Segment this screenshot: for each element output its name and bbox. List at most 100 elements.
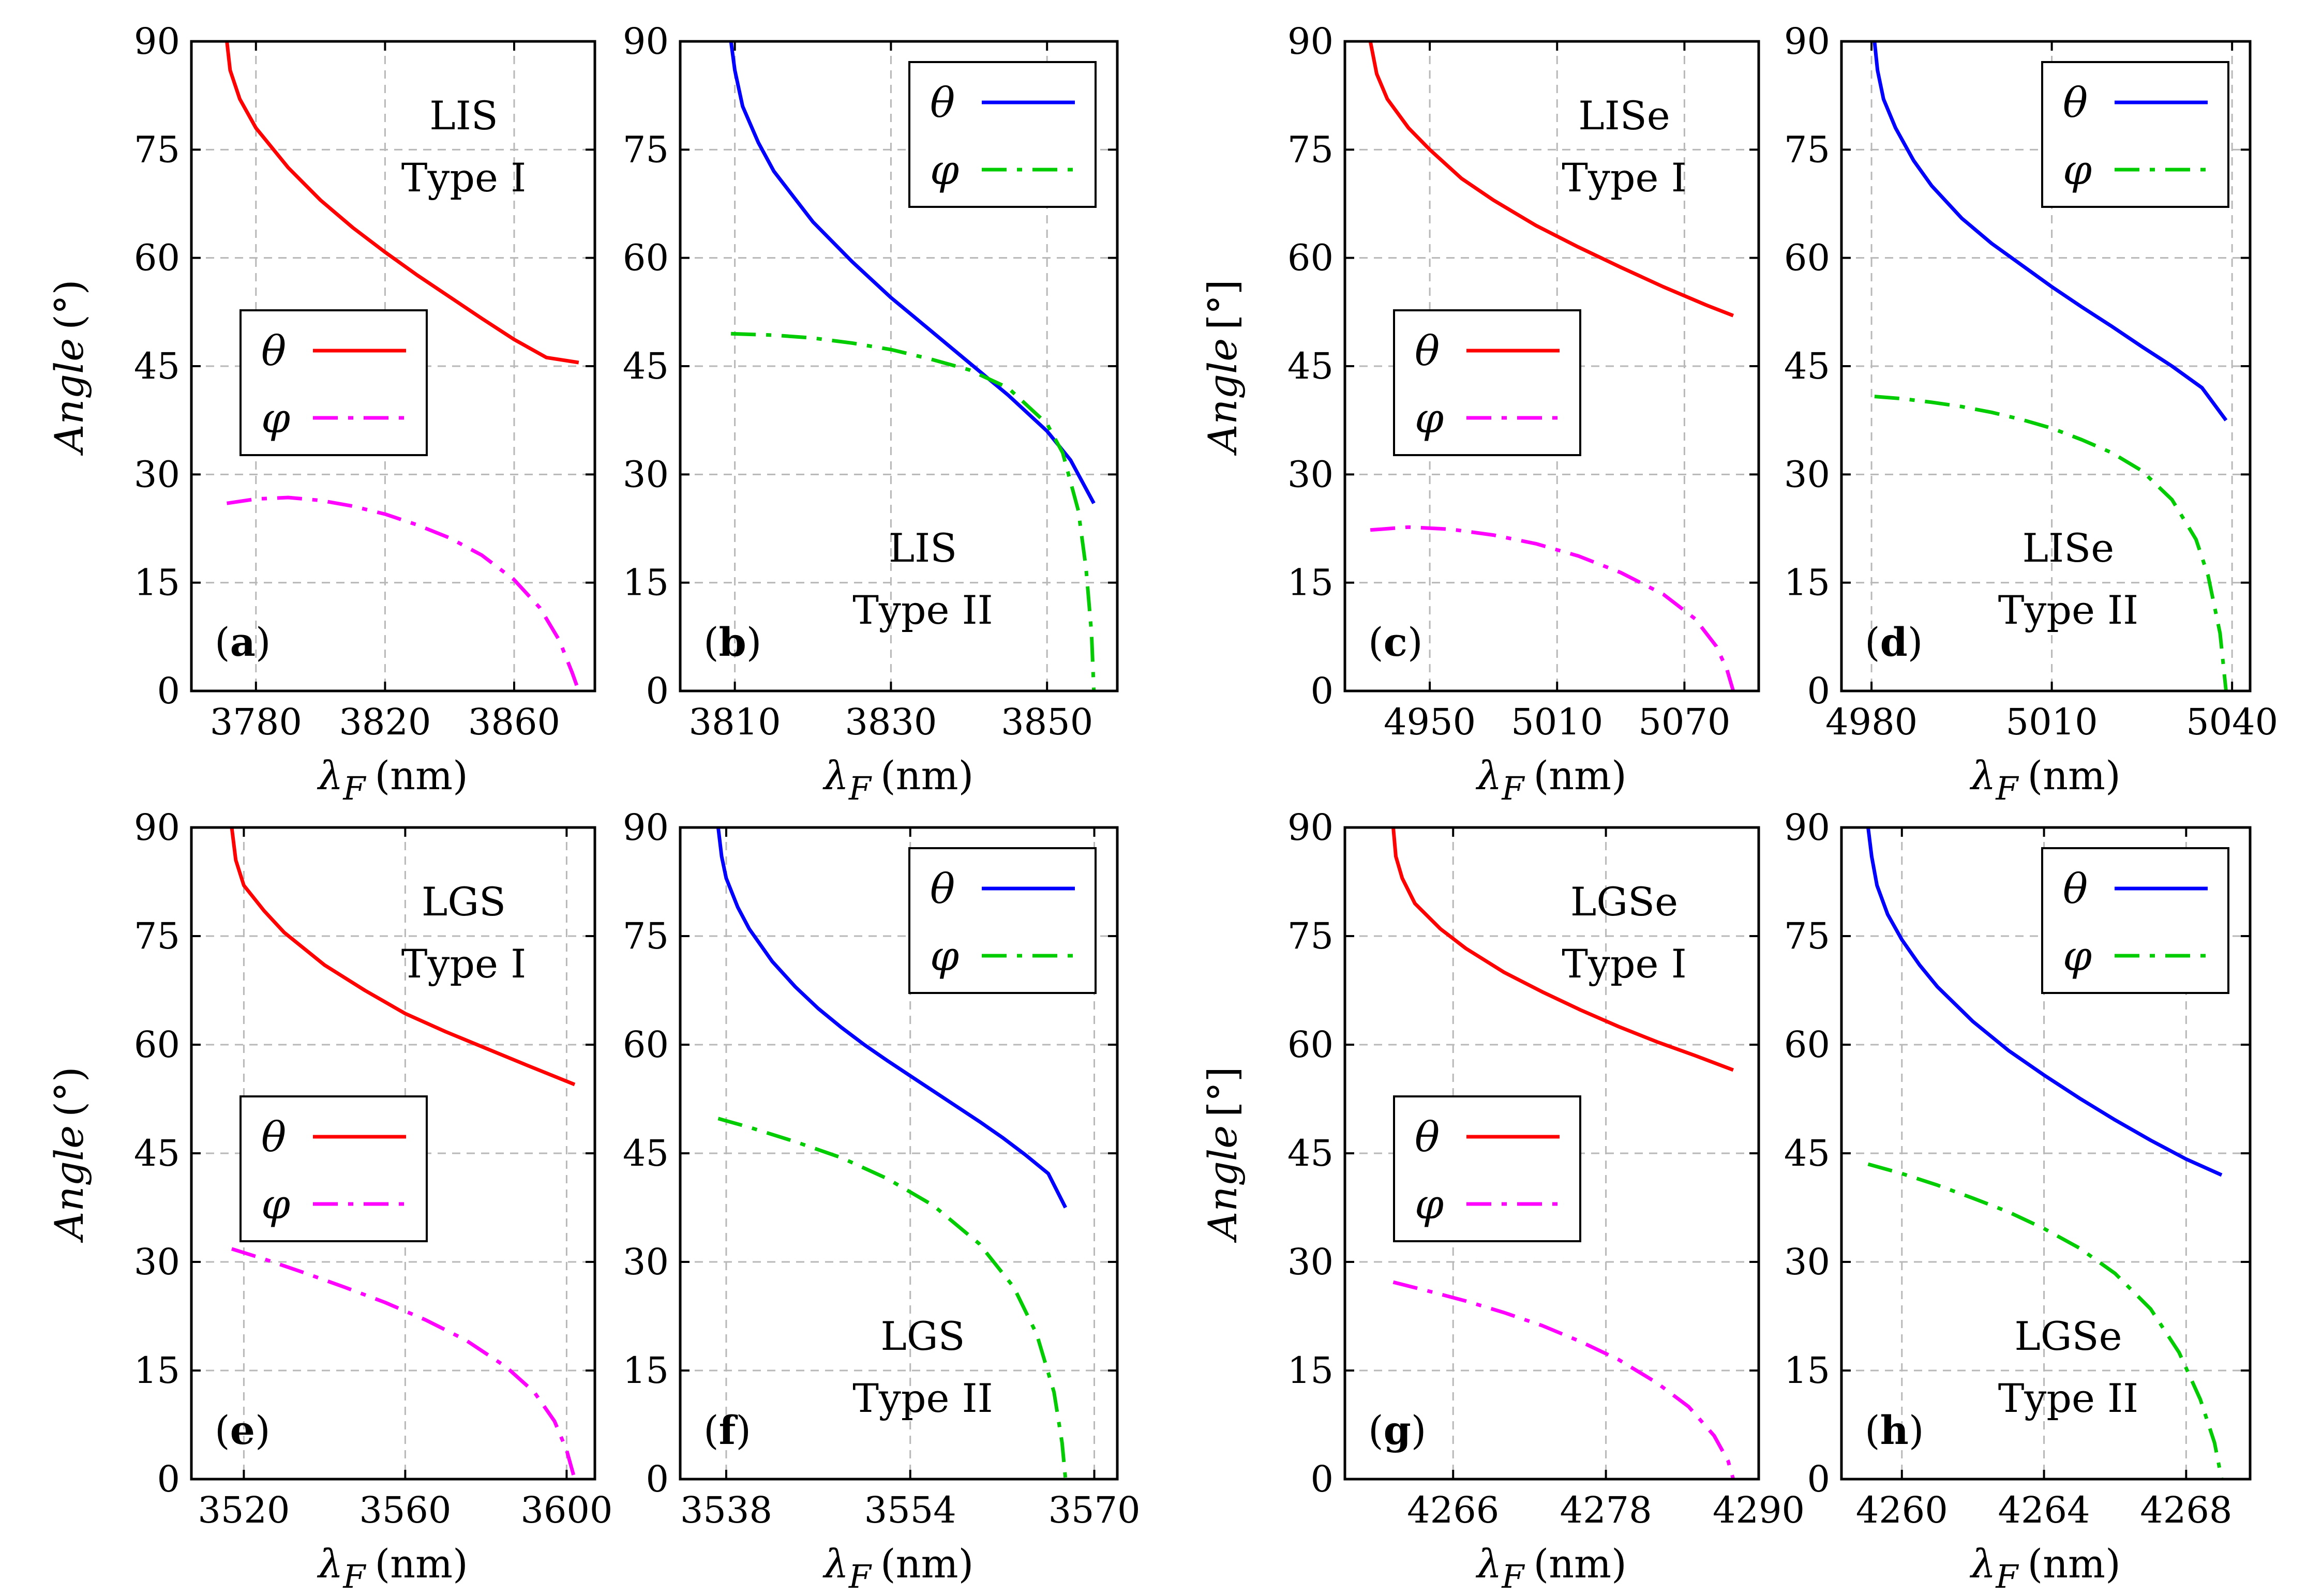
- legend: θφ: [1393, 1095, 1581, 1242]
- y-tick-label: 15: [134, 1349, 180, 1392]
- y-axis-unit: [°]: [1200, 1066, 1246, 1117]
- panel-letter: (a): [215, 619, 271, 665]
- series-line-theta: [729, 41, 1096, 504]
- x-axis-label: λF (nm): [1969, 1541, 2121, 1595]
- y-tick-label: 90: [623, 20, 669, 63]
- legend-box: [1393, 309, 1581, 456]
- y-tick-label: 45: [134, 1132, 180, 1175]
- x-tick-label: 3830: [845, 701, 937, 743]
- legend-symbol: φ: [2063, 932, 2092, 980]
- x-axis-label: λF (nm): [1969, 752, 2121, 807]
- x-axis-unit: (nm): [2027, 1541, 2120, 1587]
- x-tick-label: 4260: [1856, 1489, 1948, 1531]
- y-axis-word: Angle: [46, 1125, 92, 1243]
- legend-symbol: φ: [261, 1180, 290, 1228]
- x-axis-subscript: F: [342, 1558, 366, 1595]
- panel-letter: (d): [1865, 619, 1923, 665]
- series-line-phi: [1874, 395, 2228, 691]
- x-axis-symbol: λ: [317, 752, 343, 799]
- x-axis-symbol: λ: [317, 1541, 343, 1587]
- type-label: Type I: [1562, 941, 1686, 987]
- crystal-label: LGSe: [1570, 879, 1678, 925]
- y-tick-label: 15: [1784, 562, 1830, 604]
- series-line-phi: [231, 1247, 577, 1479]
- y-tick-label: 15: [623, 1349, 669, 1392]
- series-line-phi: [227, 495, 581, 691]
- legend: θφ: [2041, 61, 2229, 208]
- series-line-theta: [1866, 827, 2223, 1177]
- legend: θφ: [2041, 847, 2229, 994]
- y-tick-label: 60: [623, 237, 669, 279]
- x-axis-subscript: F: [1995, 770, 2019, 807]
- type-label: Type I: [401, 941, 526, 987]
- crystal-label: LGS: [880, 1313, 965, 1359]
- crystal-label: LGSe: [2014, 1313, 2122, 1359]
- y-tick-label: 75: [1784, 128, 1830, 171]
- y-tick-label: 60: [1784, 1023, 1830, 1066]
- y-axis-unit: (°): [46, 1066, 92, 1117]
- x-axis-subscript: F: [1995, 1558, 2019, 1595]
- y-tick-label: 75: [1784, 915, 1830, 957]
- y-tick-label: 45: [623, 345, 669, 387]
- x-axis-unit: (nm): [880, 752, 973, 799]
- legend-symbol: φ: [2063, 146, 2092, 194]
- legend: θφ: [239, 1095, 428, 1242]
- panel-letter-text: b: [719, 619, 746, 665]
- y-tick-label: 0: [157, 1458, 180, 1500]
- y-axis-label: Angle (°): [46, 1066, 92, 1243]
- legend-symbol: φ: [1415, 394, 1444, 442]
- y-tick-label: 45: [1287, 345, 1334, 387]
- legend-box: [1393, 1095, 1581, 1242]
- panel-letter-text: g: [1384, 1407, 1411, 1453]
- type-label: Type II: [1998, 587, 2138, 633]
- y-tick-label: 0: [1807, 670, 1830, 712]
- legend: θφ: [239, 309, 428, 456]
- y-tick-label: 15: [134, 562, 180, 604]
- y-tick-label: 60: [1784, 237, 1830, 279]
- x-tick-label: 4290: [1713, 1489, 1805, 1531]
- y-tick-label: 0: [646, 670, 669, 712]
- x-tick-label: 5010: [1511, 701, 1603, 743]
- panel-letter-text: f: [719, 1407, 738, 1453]
- y-axis-unit: (°): [46, 279, 92, 329]
- type-label: Type II: [852, 1375, 993, 1421]
- x-axis-symbol: λ: [822, 1541, 849, 1587]
- x-tick-label: 5010: [2006, 701, 2098, 743]
- panel-letter-text: e: [230, 1407, 255, 1453]
- y-tick-label: 60: [134, 237, 180, 279]
- y-tick-label: 60: [134, 1023, 180, 1066]
- x-axis-unit: (nm): [374, 1541, 468, 1587]
- x-axis-label: λF (nm): [317, 752, 468, 807]
- panel-g: 0 15 30 45 60 75 90 4266 4278 4290 λF (nm) Angle [°] (…: [1200, 806, 1805, 1595]
- crystal-label: LIS: [429, 93, 498, 139]
- y-tick-label: 15: [1784, 1349, 1830, 1392]
- type-label: Type II: [852, 587, 993, 633]
- y-tick-label: 15: [1287, 1349, 1334, 1392]
- y-tick-label: 90: [1287, 20, 1334, 63]
- y-axis-word: Angle: [1200, 1125, 1246, 1243]
- panel-letter: (c): [1368, 619, 1423, 665]
- y-tick-label: 75: [623, 128, 669, 171]
- x-axis-unit: (nm): [2027, 752, 2120, 799]
- panel-h: 0 15 30 45 60 75 90 4260 4264 4268 λF (nm) (h) LGSe Ty…: [1784, 806, 2252, 1595]
- panel-letter: (b): [703, 619, 761, 665]
- legend-box: [239, 1095, 428, 1242]
- x-tick-label: 3570: [1048, 1489, 1140, 1531]
- y-tick-label: 45: [1784, 1132, 1830, 1175]
- legend-box: [908, 61, 1097, 208]
- x-axis-label: λF (nm): [1475, 1541, 1627, 1595]
- type-label: Type I: [401, 155, 526, 201]
- y-tick-label: 60: [1287, 1023, 1334, 1066]
- y-tick-label: 90: [1287, 806, 1334, 849]
- crystal-label: LISe: [2023, 525, 2115, 571]
- x-tick-label: 3810: [689, 701, 781, 743]
- x-tick-label: 3520: [198, 1489, 290, 1531]
- y-tick-label: 30: [623, 453, 669, 495]
- y-tick-label: 30: [1287, 453, 1334, 495]
- y-axis-word: Angle: [1200, 338, 1246, 456]
- x-tick-label: 3560: [359, 1489, 451, 1531]
- x-tick-label: 4980: [1825, 701, 1917, 743]
- x-tick-label: 3538: [680, 1489, 772, 1531]
- y-tick-label: 90: [1784, 20, 1830, 63]
- x-tick-label: 3860: [468, 701, 560, 743]
